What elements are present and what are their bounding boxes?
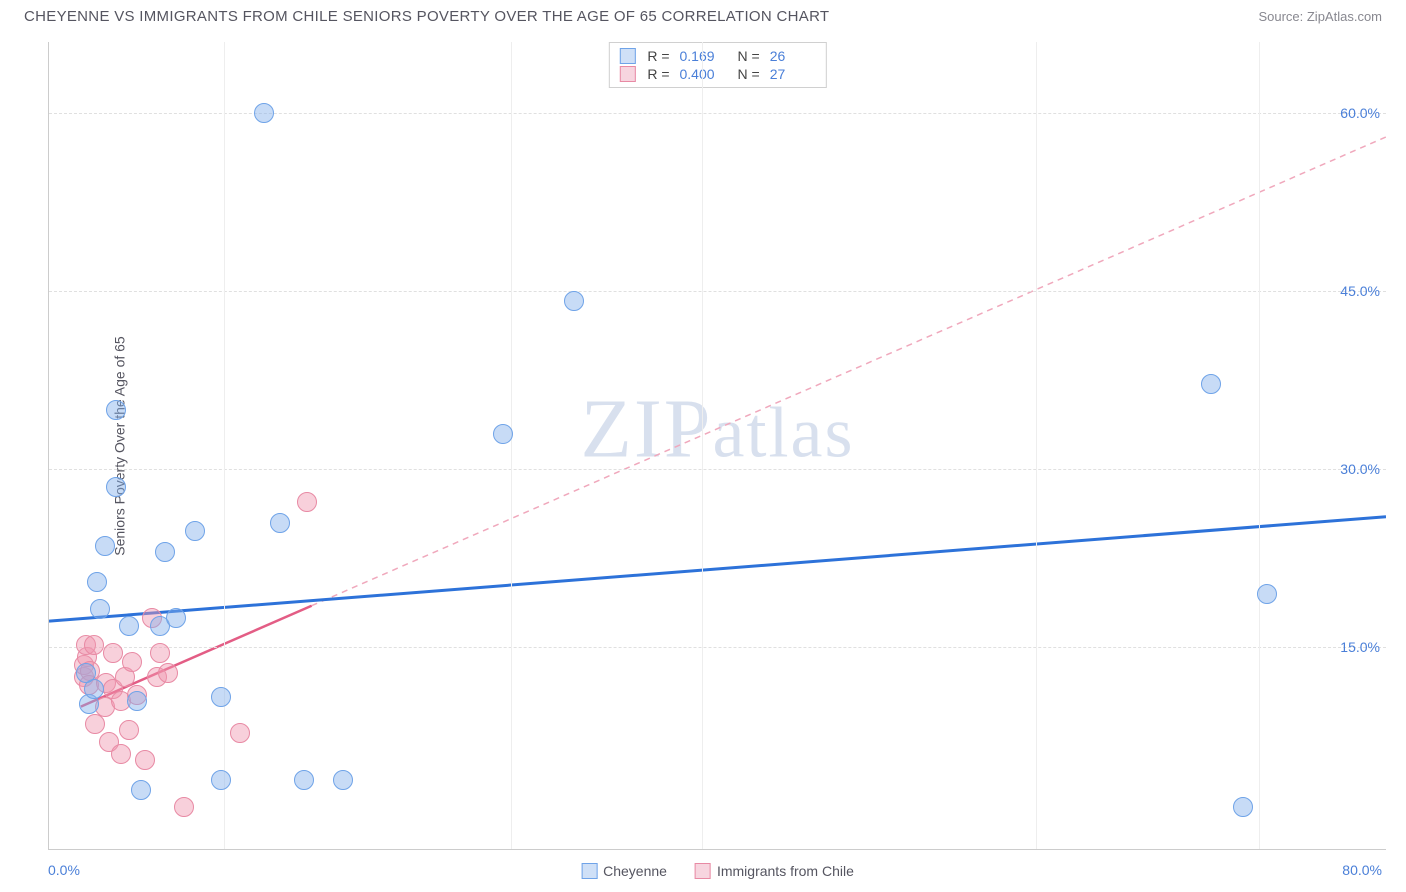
swatch-cheyenne bbox=[619, 48, 635, 64]
y-tick-label: 30.0% bbox=[1340, 461, 1380, 477]
chart-plot-area: ZIPatlas R = 0.169 N = 26 R = 0.400 N = … bbox=[48, 42, 1386, 850]
chile-point bbox=[111, 744, 131, 764]
legend-label-chile: Immigrants from Chile bbox=[717, 863, 854, 879]
chart-title: CHEYENNE VS IMMIGRANTS FROM CHILE SENIOR… bbox=[24, 8, 829, 25]
cheyenne-point bbox=[119, 616, 139, 636]
r-label: R = bbox=[647, 48, 669, 64]
cheyenne-point bbox=[87, 572, 107, 592]
legend-row-chile: R = 0.400 N = 27 bbox=[619, 65, 815, 83]
cheyenne-point bbox=[254, 103, 274, 123]
n-label: N = bbox=[738, 66, 760, 82]
grid-line-v bbox=[1036, 42, 1037, 849]
chile-point bbox=[122, 652, 142, 672]
grid-line-v bbox=[511, 42, 512, 849]
n-value-chile: 27 bbox=[770, 66, 816, 82]
chile-point bbox=[174, 797, 194, 817]
cheyenne-point bbox=[211, 770, 231, 790]
legend-series: Cheyenne Immigrants from Chile bbox=[581, 863, 854, 879]
chile-point bbox=[158, 663, 178, 683]
cheyenne-point bbox=[131, 780, 151, 800]
n-value-cheyenne: 26 bbox=[770, 48, 816, 64]
cheyenne-point bbox=[90, 599, 110, 619]
cheyenne-point bbox=[106, 477, 126, 497]
cheyenne-point bbox=[270, 513, 290, 533]
cheyenne-point bbox=[1201, 374, 1221, 394]
cheyenne-point bbox=[166, 608, 186, 628]
chile-point bbox=[150, 643, 170, 663]
n-label: N = bbox=[738, 48, 760, 64]
legend-item-chile: Immigrants from Chile bbox=[695, 863, 854, 879]
y-tick-label: 15.0% bbox=[1340, 639, 1380, 655]
legend-item-cheyenne: Cheyenne bbox=[581, 863, 667, 879]
chart-source: Source: ZipAtlas.com bbox=[1258, 9, 1382, 24]
y-tick-label: 45.0% bbox=[1340, 283, 1380, 299]
swatch-cheyenne bbox=[581, 863, 597, 879]
cheyenne-point bbox=[127, 691, 147, 711]
cheyenne-point bbox=[155, 542, 175, 562]
legend-row-cheyenne: R = 0.169 N = 26 bbox=[619, 47, 815, 65]
cheyenne-point bbox=[294, 770, 314, 790]
grid-line-v bbox=[702, 42, 703, 849]
legend-correlation: R = 0.169 N = 26 R = 0.400 N = 27 bbox=[608, 42, 826, 88]
grid-line-h bbox=[49, 647, 1386, 648]
swatch-chile bbox=[619, 66, 635, 82]
y-tick-label: 60.0% bbox=[1340, 105, 1380, 121]
x-tick-min: 0.0% bbox=[48, 862, 80, 878]
x-tick-max: 80.0% bbox=[1342, 862, 1382, 878]
grid-line-v bbox=[1259, 42, 1260, 849]
grid-line-h bbox=[49, 291, 1386, 292]
r-label: R = bbox=[647, 66, 669, 82]
cheyenne-point bbox=[95, 536, 115, 556]
chile-point bbox=[84, 635, 104, 655]
cheyenne-point bbox=[1257, 584, 1277, 604]
cheyenne-point bbox=[76, 663, 96, 683]
chile-point bbox=[297, 492, 317, 512]
chile-point bbox=[119, 720, 139, 740]
grid-line-v bbox=[224, 42, 225, 849]
cheyenne-point bbox=[564, 291, 584, 311]
legend-label-cheyenne: Cheyenne bbox=[603, 863, 667, 879]
grid-line-h bbox=[49, 469, 1386, 470]
cheyenne-point bbox=[493, 424, 513, 444]
cheyenne-point bbox=[106, 400, 126, 420]
swatch-chile bbox=[695, 863, 711, 879]
grid-line-h bbox=[49, 113, 1386, 114]
cheyenne-point bbox=[333, 770, 353, 790]
watermark: ZIPatlas bbox=[581, 381, 855, 478]
cheyenne-point bbox=[1233, 797, 1253, 817]
cheyenne-point bbox=[185, 521, 205, 541]
chile-point bbox=[135, 750, 155, 770]
chile-point bbox=[85, 714, 105, 734]
cheyenne-point bbox=[211, 687, 231, 707]
trend-lines-layer bbox=[49, 42, 1386, 849]
chile-point bbox=[230, 723, 250, 743]
chile-point bbox=[103, 643, 123, 663]
